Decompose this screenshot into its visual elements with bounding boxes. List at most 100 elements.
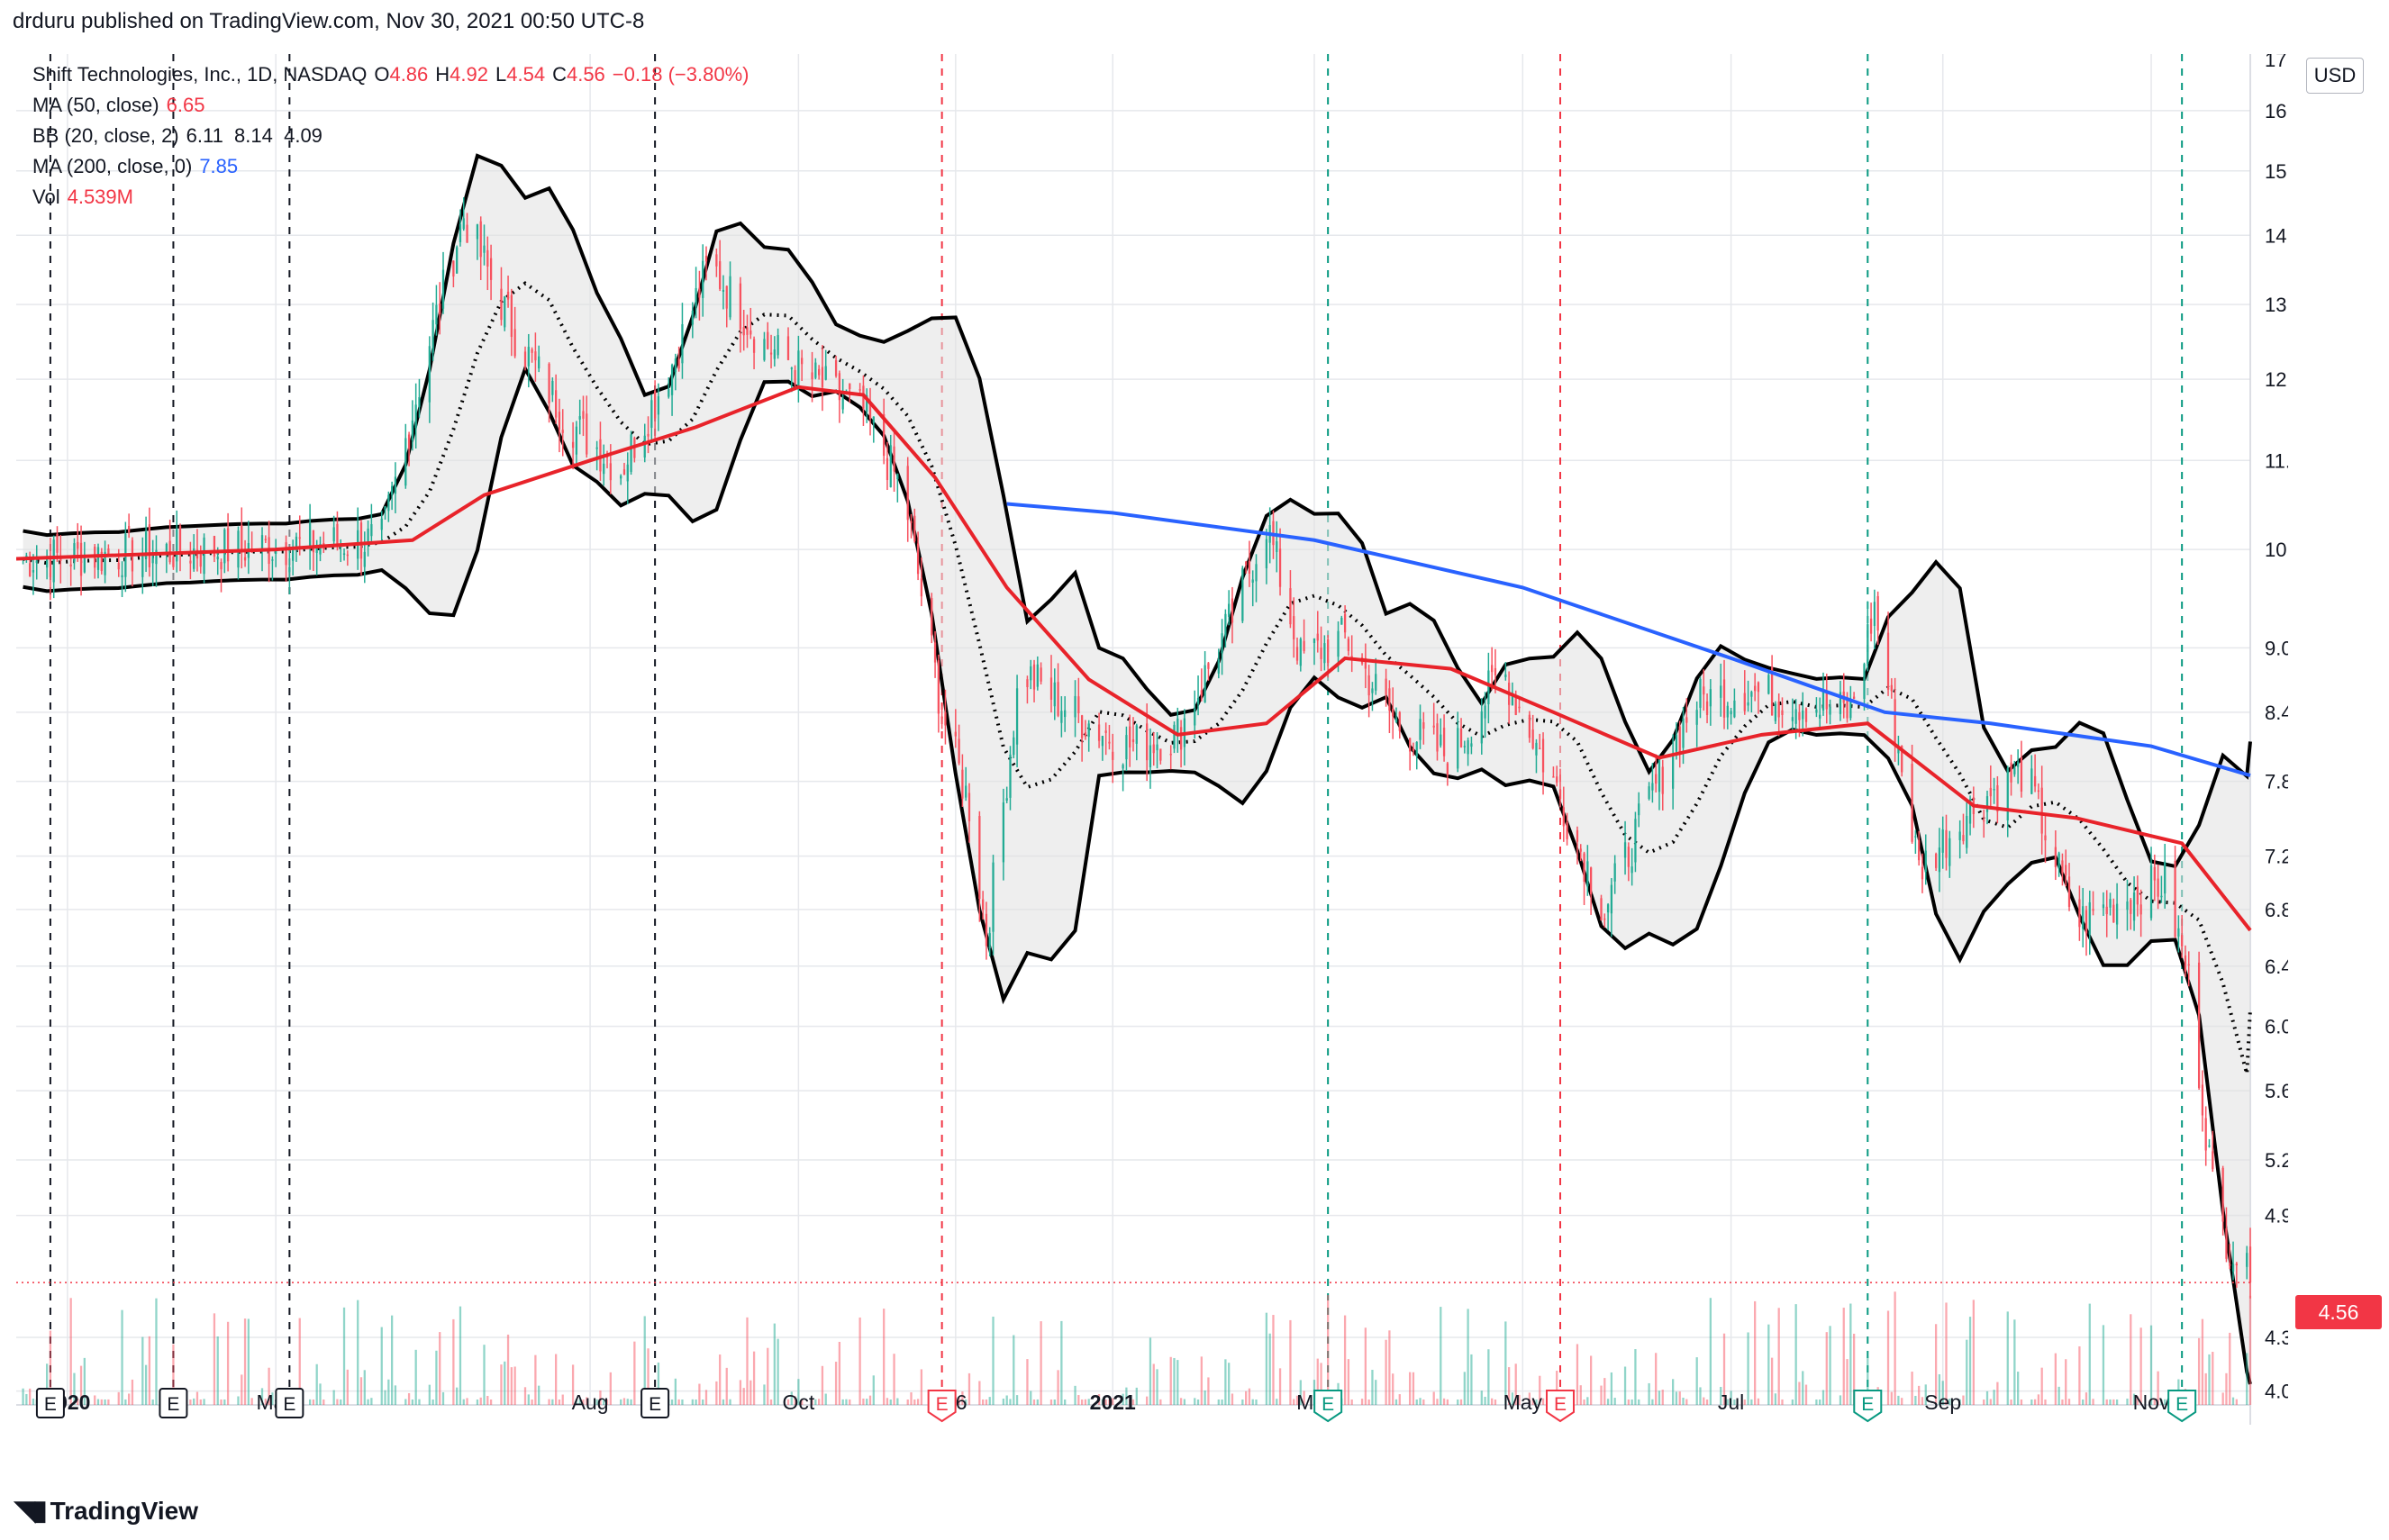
candle-body: [1173, 724, 1176, 749]
candle-body: [1770, 666, 1774, 716]
candle-body: [1135, 725, 1138, 744]
volume-bar: [69, 1298, 72, 1405]
volume-bar: [2248, 1295, 2252, 1405]
candle-body: [1398, 711, 1401, 731]
volume-bar: [1586, 1397, 1589, 1405]
volume-bar: [1556, 1371, 1558, 1405]
volume-bar: [1989, 1399, 1992, 1405]
volume-bar: [414, 1349, 417, 1405]
candle-body: [510, 294, 513, 338]
volume-bar: [1648, 1382, 1650, 1405]
volume-bar: [1699, 1387, 1702, 1405]
volume-bar: [260, 1388, 264, 1405]
volume-bar: [1754, 1300, 1757, 1405]
volume-bar: [1583, 1400, 1585, 1405]
candle-body: [459, 223, 462, 242]
volume-bar: [1146, 1396, 1149, 1405]
volume-bar: [271, 1392, 274, 1405]
volume-bar: [814, 1399, 817, 1405]
candle-body: [216, 557, 219, 560]
legend-symbol[interactable]: Shift Technologies, Inc., 1D, NASDAQ: [32, 63, 368, 86]
price-chart[interactable]: 17.00 16.00 15.00 14.00 13.00 12.00 11.00 10.00…: [16, 54, 2288, 1425]
candle-body: [100, 551, 103, 572]
time-tick-label: Sep: [1924, 1391, 1961, 1414]
legend-ma200-row[interactable]: MA (200, close, 0) 7.85: [32, 151, 749, 182]
volume-bar: [428, 1384, 431, 1405]
candle-body: [1327, 639, 1330, 663]
candle-body: [189, 560, 192, 564]
candle-body: [1459, 728, 1463, 747]
candle-body: [1194, 708, 1196, 726]
candle-body: [117, 562, 120, 570]
candle-body: [886, 457, 889, 480]
volume-bar: [315, 1363, 318, 1405]
volume-bar: [797, 1379, 800, 1405]
volume-bar: [2006, 1311, 2009, 1405]
volume-bar: [1819, 1399, 1821, 1405]
earnings-marker: E: [2167, 1390, 2197, 1423]
volume-bar: [965, 1399, 967, 1405]
volume-bar: [1897, 1395, 1900, 1405]
volume-bar: [1703, 1397, 1705, 1405]
candle-body: [83, 556, 86, 573]
volume-bar: [862, 1398, 865, 1405]
volume-bar: [387, 1379, 390, 1405]
candle-body: [548, 363, 550, 403]
candle-body: [643, 435, 646, 458]
legend-ma50-row[interactable]: MA (50, close) 6.65: [32, 90, 749, 121]
price-tick-label: 7.80: [2265, 771, 2288, 793]
volume-bar: [523, 1387, 527, 1405]
volume-bar: [1415, 1399, 1418, 1405]
candle-body: [1938, 847, 1941, 873]
volume-bar: [45, 1363, 49, 1405]
candle-body: [1983, 820, 1985, 822]
candle-body: [1839, 692, 1842, 714]
candle-body: [1169, 753, 1172, 756]
candle-body: [1886, 632, 1890, 690]
legend-ma200-label: MA (200, close, 0): [32, 155, 193, 177]
volume-bar: [1539, 1375, 1541, 1405]
volume-bar: [2088, 1303, 2091, 1405]
candle-body: [49, 555, 52, 577]
candle-body: [1419, 719, 1422, 740]
candle-body: [128, 525, 131, 532]
candle-body: [2201, 1084, 2204, 1116]
currency-button[interactable]: USD: [2306, 58, 2364, 94]
volume-bar: [2149, 1325, 2153, 1405]
candle-body: [346, 554, 349, 557]
candle-body: [243, 557, 247, 561]
price-tick-label: 4.90: [2265, 1205, 2288, 1227]
price-tick-label: 6.40: [2265, 956, 2288, 978]
candle-body: [1846, 696, 1849, 719]
candle-body: [1730, 711, 1732, 715]
legend-volume-row[interactable]: Vol 4.539M: [32, 182, 749, 213]
volume-bar: [241, 1374, 243, 1405]
candle-body: [384, 506, 386, 511]
candle-body: [151, 556, 154, 564]
candle-body: [298, 537, 301, 539]
volume-bar: [1722, 1333, 1726, 1405]
volume-bar: [1972, 1300, 1975, 1405]
tradingview-logo[interactable]: ◥▮ TradingView: [14, 1495, 198, 1526]
candle-body: [308, 523, 312, 548]
candle-body: [985, 913, 988, 947]
earnings-marker-box: [1546, 1390, 1576, 1423]
candle-body: [1375, 674, 1377, 691]
legend-change: −0.18 (−3.80%): [612, 63, 749, 86]
volume-bar: [237, 1396, 240, 1405]
volume-bar: [834, 1362, 838, 1405]
candle-body: [1750, 692, 1753, 697]
volume-bar: [643, 1316, 646, 1405]
legend-bb-row[interactable]: BB (20, close, 2) 6.11 8.14 4.09: [32, 121, 749, 151]
candle-body: [1463, 746, 1466, 747]
candle-body: [698, 288, 701, 298]
price-tick-label: 14.00: [2265, 224, 2288, 247]
volume-bar: [538, 1385, 540, 1405]
volume-bar: [1531, 1400, 1534, 1405]
candle-body: [315, 547, 318, 553]
candle-body: [1146, 723, 1149, 761]
price-tick-label: 7.20: [2265, 846, 2288, 868]
volume-bar: [1804, 1384, 1808, 1405]
candle-body: [1603, 918, 1606, 920]
volume-bar: [1248, 1388, 1251, 1405]
